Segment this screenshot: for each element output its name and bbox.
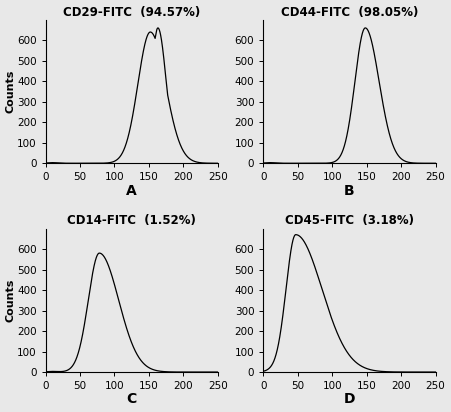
Title: CD14-FITC  (1.52%): CD14-FITC (1.52%) bbox=[67, 214, 196, 227]
Y-axis label: Counts: Counts bbox=[5, 279, 15, 322]
Title: CD44-FITC  (98.05%): CD44-FITC (98.05%) bbox=[281, 5, 418, 19]
X-axis label: A: A bbox=[126, 184, 137, 198]
Title: CD29-FITC  (94.57%): CD29-FITC (94.57%) bbox=[63, 5, 200, 19]
X-axis label: D: D bbox=[344, 393, 355, 407]
Y-axis label: Counts: Counts bbox=[5, 70, 15, 113]
X-axis label: C: C bbox=[127, 393, 137, 407]
Title: CD45-FITC  (3.18%): CD45-FITC (3.18%) bbox=[285, 214, 414, 227]
X-axis label: B: B bbox=[344, 184, 355, 198]
